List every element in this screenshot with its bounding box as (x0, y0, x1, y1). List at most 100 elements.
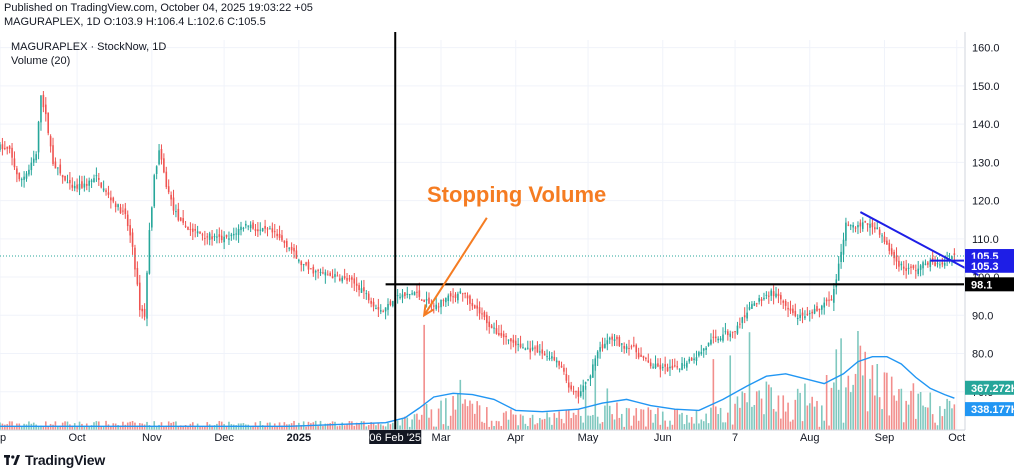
chart-area[interactable]: 70.080.090.0100.0110.0120.0130.0140.0150… (0, 32, 1024, 444)
volume-bar (445, 398, 447, 430)
candle-body (594, 358, 597, 366)
candle-body (649, 362, 652, 367)
volume-bar (780, 418, 782, 430)
candle-body (382, 311, 384, 313)
candle-body (220, 235, 223, 241)
candle-body (794, 310, 797, 317)
volume-bar (676, 409, 679, 430)
candle-body (360, 288, 363, 293)
volume-bar (924, 407, 927, 430)
volume-bar (910, 390, 912, 430)
candle-body (601, 344, 604, 349)
price-axis[interactable]: 70.080.090.0100.0110.0120.0130.0140.0150… (964, 32, 1019, 430)
candle-body (363, 287, 365, 292)
volume-bar (852, 384, 854, 430)
volume-bar (382, 425, 384, 430)
volume-bar (890, 376, 893, 430)
stopping-volume-annotation[interactable]: Stopping Volume (427, 182, 606, 207)
volume-bar (37, 426, 40, 430)
candle-body (459, 291, 462, 294)
candle-body (584, 382, 587, 384)
volume-bar (592, 414, 594, 430)
candle-body (606, 340, 609, 345)
candle-body (943, 263, 946, 266)
volume-bar (437, 408, 440, 430)
candle-body (85, 183, 88, 186)
price-tick-label: 160.0 (972, 43, 1000, 55)
candle-body (531, 347, 534, 350)
candle-body (28, 169, 30, 175)
candle-body (570, 385, 572, 390)
candle-body (288, 247, 290, 249)
volume-bar (514, 414, 517, 430)
volume-bar (608, 405, 611, 430)
candle-body (95, 175, 98, 177)
candlestick-chart[interactable]: 70.080.090.0100.0110.0120.0130.0140.0150… (0, 32, 1024, 444)
candle-body (167, 186, 170, 193)
candle-body (695, 357, 698, 361)
candle-body (813, 308, 816, 314)
candle-body (343, 276, 346, 279)
candle-body (189, 228, 192, 230)
volume-bar (671, 424, 674, 430)
candle-body (264, 225, 266, 229)
candle-body (664, 364, 666, 367)
volume-bar (618, 417, 621, 430)
candle-body (789, 308, 792, 311)
candle-body (895, 255, 898, 262)
volume-bar (808, 403, 811, 430)
candle-body (223, 236, 225, 243)
candle-body (408, 294, 411, 296)
volume-bar (770, 387, 772, 430)
volume-bar (249, 426, 252, 430)
volume-bar (799, 392, 801, 430)
time-tick-label: Oct (948, 432, 965, 444)
candle-body (372, 301, 375, 307)
candle-body (751, 304, 753, 309)
candle-body (755, 303, 758, 305)
candle-body (124, 208, 127, 215)
candle-body (611, 336, 613, 340)
volume-bar (76, 425, 78, 430)
candle-body (194, 229, 197, 231)
candle-body (905, 268, 907, 271)
volume-bar (510, 409, 512, 430)
volume-bar (201, 426, 204, 430)
volume-bar (396, 420, 399, 430)
volume-bar (367, 425, 370, 430)
price-candles (0, 90, 956, 404)
candle-body (254, 229, 257, 232)
candle-body (575, 391, 577, 393)
volume-bar (637, 420, 640, 430)
volume-bar (714, 406, 717, 430)
volume-bar (6, 424, 9, 430)
volume-bar (423, 324, 425, 430)
candle-body (54, 161, 57, 169)
chart-drawings[interactable] (385, 32, 979, 430)
volume-bar (285, 424, 288, 430)
candle-body (32, 158, 35, 163)
time-tick-label: Aug (800, 432, 820, 444)
candle-body (119, 207, 122, 214)
volume-bar (478, 405, 481, 430)
candle-body (247, 225, 250, 227)
volume-bar (765, 381, 768, 430)
candle-body (155, 166, 158, 174)
volume-bar (473, 413, 476, 430)
volume-bar (895, 400, 898, 430)
candle-body (811, 311, 813, 314)
candle-body (18, 172, 21, 180)
candle-body (526, 347, 529, 349)
volume-bar (433, 426, 435, 430)
candle-body (196, 231, 199, 234)
candle-body (490, 325, 493, 329)
volume-bar (495, 420, 498, 430)
volume-bar (363, 421, 365, 430)
volume-bar (529, 417, 531, 430)
time-axis[interactable]: ep Oct Nov Dec 2025 Mar Apr May Jun 7 Aug Sep Oct 06 … (0, 429, 965, 444)
volume-bar (425, 404, 428, 430)
volume-bar (281, 425, 283, 430)
volume-bar (136, 425, 139, 430)
candle-body (625, 346, 628, 350)
candle-body (910, 266, 912, 268)
